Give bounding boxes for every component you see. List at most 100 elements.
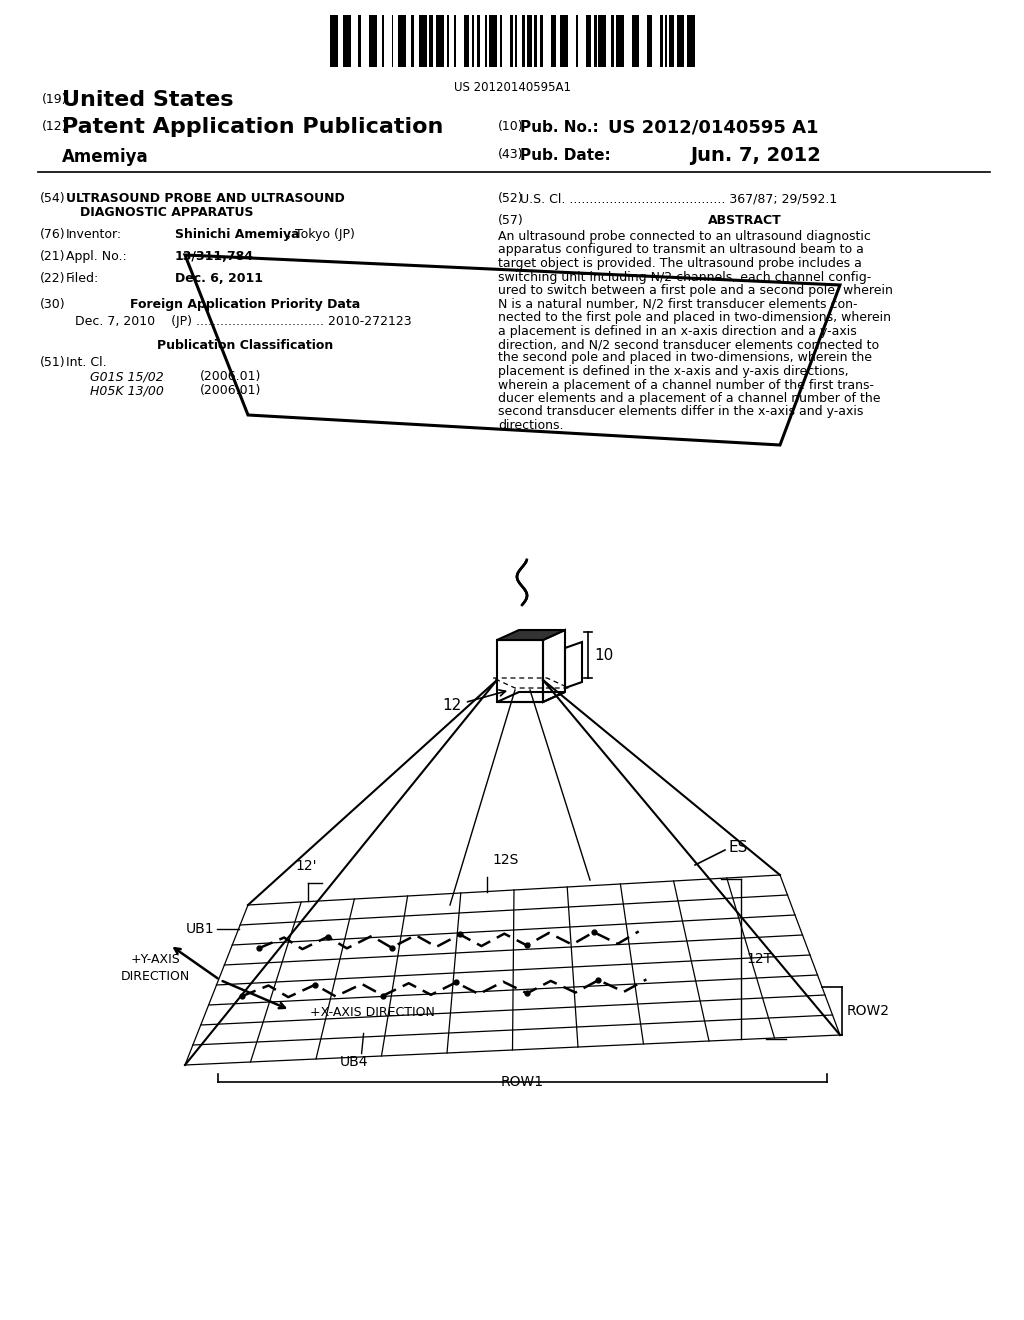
Text: (21): (21) <box>40 249 66 263</box>
Text: H05K 13/00: H05K 13/00 <box>90 384 164 397</box>
Text: ducer elements and a placement of a channel number of the: ducer elements and a placement of a chan… <box>498 392 881 405</box>
Bar <box>540 15 543 67</box>
Text: G01S 15/02: G01S 15/02 <box>90 370 164 383</box>
Text: Pub. No.:: Pub. No.: <box>520 120 599 135</box>
Text: 13/311,784: 13/311,784 <box>175 249 254 263</box>
Text: UB4: UB4 <box>339 1056 368 1069</box>
Bar <box>472 15 474 67</box>
Bar <box>611 15 614 67</box>
Bar <box>464 15 469 67</box>
Text: apparatus configured to transmit an ultrasound beam to a: apparatus configured to transmit an ultr… <box>498 243 864 256</box>
Bar <box>577 15 578 67</box>
Bar <box>535 15 537 67</box>
Text: wherein a placement of a channel number of the first trans-: wherein a placement of a channel number … <box>498 379 874 392</box>
Bar <box>411 15 414 67</box>
Bar <box>419 15 427 67</box>
Text: (2006.01): (2006.01) <box>200 370 261 383</box>
Bar <box>514 15 517 67</box>
Bar <box>598 15 606 67</box>
Text: switching unit including N/2 channels, each channel config-: switching unit including N/2 channels, e… <box>498 271 871 284</box>
Bar <box>665 15 667 67</box>
Text: second transducer elements differ in the x-axis and y-axis: second transducer elements differ in the… <box>498 405 863 418</box>
Bar <box>632 15 639 67</box>
Bar <box>669 15 674 67</box>
Text: Appl. No.:: Appl. No.: <box>66 249 127 263</box>
Text: (30): (30) <box>40 298 66 312</box>
Bar <box>391 15 393 67</box>
Text: ured to switch between a first pole and a second pole, wherein: ured to switch between a first pole and … <box>498 284 893 297</box>
Text: , Tokyo (JP): , Tokyo (JP) <box>287 228 355 242</box>
Text: Amemiya: Amemiya <box>62 148 148 166</box>
Text: Jun. 7, 2012: Jun. 7, 2012 <box>690 147 821 165</box>
Bar <box>586 15 591 67</box>
Text: United States: United States <box>62 90 233 110</box>
Text: An ultrasound probe connected to an ultrasound diagnostic: An ultrasound probe connected to an ultr… <box>498 230 870 243</box>
Text: (10): (10) <box>498 120 523 133</box>
Text: Foreign Application Priority Data: Foreign Application Priority Data <box>130 298 360 312</box>
Bar <box>485 15 487 67</box>
Text: Dec. 6, 2011: Dec. 6, 2011 <box>175 272 263 285</box>
Text: Filed:: Filed: <box>66 272 99 285</box>
Text: ABSTRACT: ABSTRACT <box>709 214 782 227</box>
Bar <box>398 15 407 67</box>
Bar <box>527 15 532 67</box>
Text: Patent Application Publication: Patent Application Publication <box>62 117 443 137</box>
Text: 12': 12' <box>295 859 316 874</box>
Bar <box>436 15 444 67</box>
Text: ROW2: ROW2 <box>847 1005 890 1018</box>
Text: Publication Classification: Publication Classification <box>157 339 333 352</box>
Text: US 20120140595A1: US 20120140595A1 <box>454 81 570 94</box>
Text: (12): (12) <box>42 120 68 133</box>
Bar <box>522 15 525 67</box>
Text: Inventor:: Inventor: <box>66 228 122 242</box>
Bar <box>330 15 338 67</box>
Bar <box>429 15 433 67</box>
Text: 12S: 12S <box>493 853 519 866</box>
Text: ULTRASOUND PROBE AND ULTRASOUND: ULTRASOUND PROBE AND ULTRASOUND <box>66 191 345 205</box>
Text: target object is provided. The ultrasound probe includes a: target object is provided. The ultrasoun… <box>498 257 862 271</box>
Bar <box>551 15 555 67</box>
Text: nected to the first pole and placed in two-dimensions, wherein: nected to the first pole and placed in t… <box>498 312 891 323</box>
Text: Dec. 7, 2010    (JP) ................................ 2010-272123: Dec. 7, 2010 (JP) ......................… <box>75 315 412 327</box>
Bar <box>489 15 497 67</box>
Text: Shinichi Amemiya: Shinichi Amemiya <box>175 228 300 242</box>
Bar <box>358 15 361 67</box>
Bar <box>560 15 568 67</box>
Text: (19): (19) <box>42 92 68 106</box>
Text: +X-AXIS DIRECTION: +X-AXIS DIRECTION <box>310 1006 435 1019</box>
Text: 12T: 12T <box>746 952 772 966</box>
Bar <box>382 15 384 67</box>
Bar <box>447 15 450 67</box>
Bar <box>660 15 663 67</box>
Text: US 2012/0140595 A1: US 2012/0140595 A1 <box>608 117 818 136</box>
Bar <box>687 15 695 67</box>
Text: ROW1: ROW1 <box>501 1076 544 1089</box>
Bar <box>677 15 684 67</box>
Text: placement is defined in the x-axis and y-axis directions,: placement is defined in the x-axis and y… <box>498 366 849 378</box>
Text: (57): (57) <box>498 214 523 227</box>
Text: (43): (43) <box>498 148 523 161</box>
Bar <box>510 15 513 67</box>
Text: DIAGNOSTIC APPARATUS: DIAGNOSTIC APPARATUS <box>80 206 254 219</box>
Text: 10: 10 <box>594 648 613 663</box>
Text: Int. Cl.: Int. Cl. <box>66 356 106 370</box>
Bar <box>369 15 377 67</box>
Text: (52): (52) <box>498 191 523 205</box>
Text: N is a natural number, N/2 first transducer elements con-: N is a natural number, N/2 first transdu… <box>498 297 857 310</box>
Bar <box>454 15 456 67</box>
Text: (51): (51) <box>40 356 66 370</box>
Bar <box>647 15 652 67</box>
Text: (2006.01): (2006.01) <box>200 384 261 397</box>
Text: (54): (54) <box>40 191 66 205</box>
Text: 12: 12 <box>442 690 506 714</box>
Text: ES: ES <box>728 841 748 855</box>
Text: the second pole and placed in two-dimensions, wherein the: the second pole and placed in two-dimens… <box>498 351 872 364</box>
Text: UB1: UB1 <box>186 921 215 936</box>
Text: +Y-AXIS
DIRECTION: +Y-AXIS DIRECTION <box>121 953 189 983</box>
Bar <box>477 15 480 67</box>
Text: Pub. Date:: Pub. Date: <box>520 148 610 162</box>
Text: a placement is defined in an x-axis direction and a y-axis: a placement is defined in an x-axis dire… <box>498 325 857 338</box>
Bar <box>616 15 624 67</box>
Polygon shape <box>497 630 565 640</box>
Text: U.S. Cl. ....................................... 367/87; 29/592.1: U.S. Cl. ...............................… <box>520 191 838 205</box>
